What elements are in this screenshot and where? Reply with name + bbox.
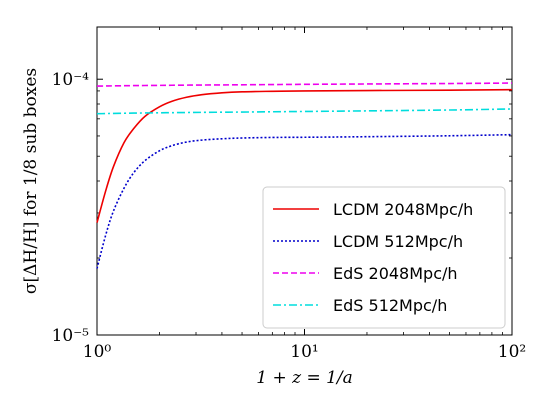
series-line-1 [96, 133, 513, 269]
x-axis-label: 1 + z = 1/a [256, 368, 353, 388]
x-axis-ticks: 10⁰ 10¹ 10² [83, 27, 526, 362]
y-tick-label: 10⁻⁴ [52, 70, 90, 90]
x-tick-label: 10⁰ [83, 342, 112, 362]
y-axis-ticks: 10⁻⁵ 10⁻⁴ [52, 70, 512, 346]
legend-label: EdS 2048Mpc/h [333, 264, 458, 283]
legend-label: LCDM 2048Mpc/h [333, 200, 473, 219]
x-tick-label: 10² [498, 342, 526, 362]
series-line-2 [96, 82, 513, 87]
y-minor-ticks [97, 90, 512, 259]
x-tick-label: 10¹ [290, 342, 318, 362]
legend-entries: LCDM 2048Mpc/h LCDM 512Mpc/h EdS 2048Mpc/h… [273, 200, 473, 315]
legend: LCDM 2048Mpc/h LCDM 512Mpc/h EdS 2048Mpc/h… [262, 186, 506, 329]
y-tick-label: 10⁻⁵ [52, 326, 90, 346]
y-axis-label: σ[ΔH/H] for 1/8 sub boxes [21, 68, 41, 294]
series-line-0 [96, 88, 513, 223]
series-line-3 [96, 108, 513, 115]
legend-label: EdS 512Mpc/h [333, 296, 447, 315]
x-minor-ticks [159, 27, 503, 335]
legend-box [262, 186, 506, 329]
series-lines [96, 82, 513, 269]
legend-label: LCDM 512Mpc/h [333, 232, 463, 251]
